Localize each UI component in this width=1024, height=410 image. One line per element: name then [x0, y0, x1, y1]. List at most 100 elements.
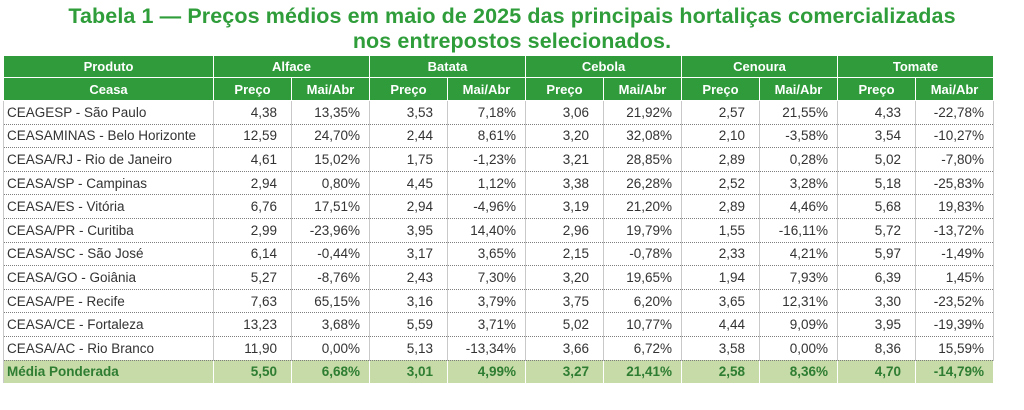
price-cell: 13,23: [213, 312, 292, 337]
change-cell: -3,58%: [759, 124, 839, 149]
table-title: Tabela 1 — Preços médios em maio de 2025…: [0, 4, 1024, 54]
change-cell: -10,27%: [915, 124, 995, 149]
price-cell: 5,18: [837, 171, 917, 196]
price-cell: 5,02: [525, 312, 604, 337]
price-cell: 3,66: [525, 336, 604, 361]
change-cell: -16,11%: [759, 218, 839, 243]
price-cell: 4,44: [681, 312, 760, 337]
header-mai-abr: Mai/Abr: [291, 77, 370, 101]
header-product-cenoura: Cenoura: [680, 55, 839, 78]
change-cell: 19,79%: [603, 218, 682, 243]
ceasa-name: CEASA/RJ - Rio de Janeiro: [3, 147, 214, 172]
price-cell: 3,21: [525, 147, 604, 172]
change-cell: -13,72%: [915, 218, 995, 243]
table-body: CEAGESP - São Paulo 4,38 13,35% 3,53 7,18% 3,…: [3, 100, 995, 384]
table-row: CEASA/GO - Goiânia 5,27 -8,76% 2,43 7,30% 3,2…: [3, 265, 995, 290]
price-cell: 1,94: [681, 265, 760, 290]
change-cell: 21,20%: [603, 194, 682, 219]
price-cell: 5,02: [837, 147, 917, 172]
price-cell: 8,36: [837, 336, 917, 361]
price-cell: 5,59: [369, 312, 448, 337]
change-cell: 0,00%: [291, 336, 370, 361]
change-cell: 32,08%: [603, 124, 682, 149]
header-preco: Preço: [525, 77, 604, 101]
price-cell: 2,94: [369, 194, 448, 219]
change-cell: 21,55%: [759, 100, 839, 125]
change-cell: -1,23%: [447, 147, 526, 172]
change-cell: 3,79%: [447, 289, 526, 314]
ceasa-name: CEASA/GO - Goiânia: [3, 265, 214, 290]
change-cell: 17,51%: [291, 194, 370, 219]
price-cell: 3,53: [369, 100, 448, 125]
price-cell: 2,99: [213, 218, 292, 243]
ceasa-name: CEASA/SP - Campinas: [3, 171, 214, 196]
change-cell: 7,18%: [447, 100, 526, 125]
change-cell: 15,59%: [915, 336, 995, 361]
change-cell: -0,44%: [291, 242, 370, 267]
price-cell: 3,38: [525, 171, 604, 196]
header-product-cebola: Cebola: [525, 55, 682, 78]
ceasa-name: CEASA/PE - Recife: [3, 289, 214, 314]
price-cell: 5,68: [837, 194, 917, 219]
price-cell: 6,39: [837, 265, 917, 290]
price-cell: 6,14: [213, 242, 292, 267]
price-cell: 3,58: [681, 336, 760, 361]
price-cell: 3,20: [525, 124, 604, 149]
price-cell: 5,27: [213, 265, 292, 290]
price-cell: 3,95: [369, 218, 448, 243]
change-cell: 19,65%: [603, 265, 682, 290]
change-cell: -25,83%: [915, 171, 995, 196]
change-cell: 24,70%: [291, 124, 370, 149]
price-cell: 3,16: [369, 289, 448, 314]
price-cell: 2,58: [681, 360, 760, 384]
change-cell: 10,77%: [603, 312, 682, 337]
table-row: CEASA/CE - Fortaleza 13,23 3,68% 5,59 3,71% 5…: [3, 312, 995, 337]
change-cell: 3,68%: [291, 312, 370, 337]
price-cell: 3,20: [525, 265, 604, 290]
ceasa-name: CEASA/AC - Rio Branco: [3, 336, 214, 361]
change-cell: 19,83%: [915, 194, 995, 219]
header-product-alface: Alface: [213, 55, 370, 78]
price-cell: 2,94: [213, 171, 292, 196]
change-cell: -1,49%: [915, 242, 995, 267]
price-cell: 12,59: [213, 124, 292, 149]
header-row-sub: Ceasa Preço Mai/Abr Preço Mai/Abr Preço …: [3, 77, 995, 101]
ceasa-name: CEASA/CE - Fortaleza: [3, 312, 214, 337]
header-ceasa: Ceasa: [3, 77, 214, 101]
change-cell: 8,36%: [759, 360, 839, 384]
change-cell: 0,00%: [759, 336, 839, 361]
ceasa-name: Média Ponderada: [3, 360, 214, 384]
header-produto: Produto: [3, 55, 214, 78]
change-cell: 65,15%: [291, 289, 370, 314]
header-product-tomate: Tomate: [837, 55, 995, 78]
average-row: Média Ponderada 5,50 6,68% 3,01 4,99% 3,27 21,…: [3, 360, 995, 384]
price-cell: 3,65: [681, 289, 760, 314]
table-row: CEASA/ES - Vitória 6,76 17,51% 2,94 -4,96% 3,…: [3, 194, 995, 219]
change-cell: 3,71%: [447, 312, 526, 337]
table-row: CEAGESP - São Paulo 4,38 13,35% 3,53 7,18% 3,…: [3, 100, 995, 125]
price-cell: 3,01: [369, 360, 448, 384]
header-mai-abr: Mai/Abr: [603, 77, 682, 101]
change-cell: -23,52%: [915, 289, 995, 314]
table-row: CEASA/SP - Campinas 2,94 0,80% 4,45 1,12% 3,3…: [3, 171, 995, 196]
change-cell: -23,96%: [291, 218, 370, 243]
ceasa-name: CEASA/ES - Vitória: [3, 194, 214, 219]
change-cell: -13,34%: [447, 336, 526, 361]
change-cell: 8,61%: [447, 124, 526, 149]
price-cell: 4,61: [213, 147, 292, 172]
ceasa-name: CEASA/PR - Curitiba: [3, 218, 214, 243]
table-row: CEASA/PE - Recife 7,63 65,15% 3,16 3,79% 3,75…: [3, 289, 995, 314]
change-cell: 9,09%: [759, 312, 839, 337]
table-title-line-2: nos entrepostos selecionados.: [352, 29, 672, 53]
price-cell: 3,30: [837, 289, 917, 314]
change-cell: 14,40%: [447, 218, 526, 243]
price-cell: 2,10: [681, 124, 760, 149]
price-cell: 2,57: [681, 100, 760, 125]
table-title-line-1: Tabela 1 — Preços médios em maio de 2025…: [68, 4, 956, 28]
header-preco: Preço: [837, 77, 917, 101]
price-cell: 2,52: [681, 171, 760, 196]
header-preco: Preço: [681, 77, 760, 101]
ceasa-name: CEASA/SC - São José: [3, 242, 214, 267]
change-cell: 15,02%: [291, 147, 370, 172]
price-cell: 7,63: [213, 289, 292, 314]
